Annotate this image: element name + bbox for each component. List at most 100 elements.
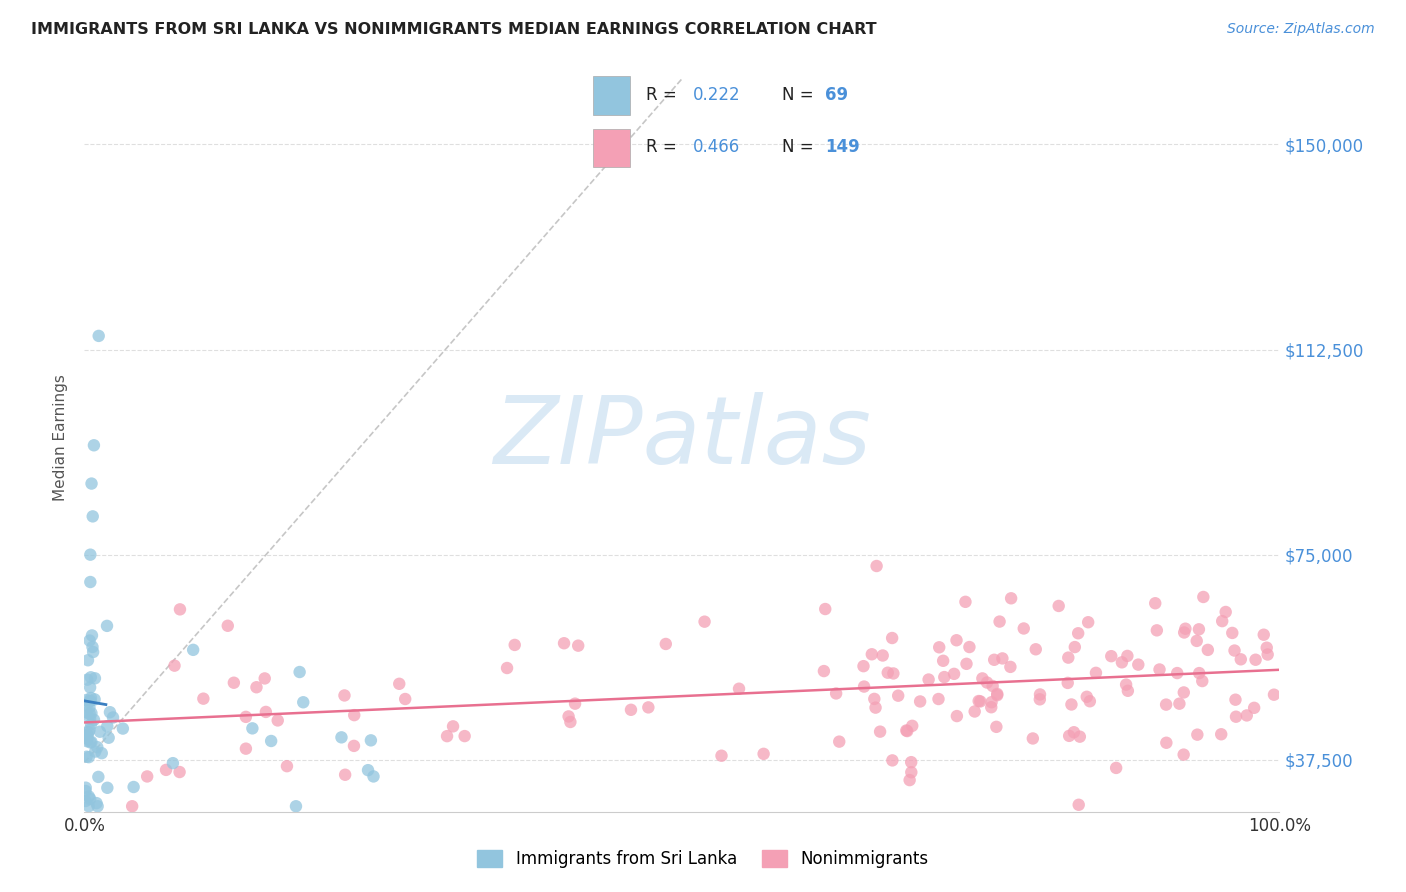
Point [155, 763, 177, 777]
Point [637, 700, 659, 714]
Point [882, 631, 904, 645]
Point [76, 728, 98, 742]
Point [235, 710, 257, 724]
Point [980, 700, 1002, 714]
Point [896, 723, 918, 738]
Point [564, 697, 586, 711]
Point [260, 734, 283, 748]
Point [90, 746, 112, 760]
Point [1076, 690, 1098, 704]
Point [77, 653, 100, 667]
Point [193, 691, 215, 706]
Point [1063, 640, 1085, 654]
Point [1173, 625, 1195, 640]
Point [87, 770, 110, 784]
Point [620, 703, 643, 717]
Text: R =: R = [647, 86, 682, 103]
Point [79, 694, 101, 708]
Point [76, 693, 98, 707]
FancyBboxPatch shape [593, 77, 630, 114]
Point [276, 759, 298, 773]
Point [882, 753, 904, 767]
Point [96, 780, 118, 795]
Point [1191, 674, 1213, 689]
Point [76, 673, 98, 687]
Point [981, 679, 1004, 693]
Point [967, 694, 990, 708]
Point [82, 645, 104, 659]
Point [75, 784, 97, 798]
Point [84, 745, 107, 759]
Point [983, 653, 1005, 667]
Point [693, 615, 716, 629]
Point [441, 719, 464, 733]
Point [1067, 797, 1090, 812]
Point [436, 729, 458, 743]
Point [567, 639, 589, 653]
Point [853, 680, 876, 694]
Point [1012, 622, 1035, 636]
Point [75, 729, 97, 743]
Point [86, 799, 108, 814]
Point [363, 769, 385, 783]
Point [98, 705, 121, 719]
Text: 69: 69 [825, 86, 848, 103]
Text: ZIPatlas: ZIPatlas [494, 392, 870, 483]
Point [169, 602, 191, 616]
Point [814, 602, 837, 616]
Point [869, 724, 891, 739]
Point [75, 794, 97, 808]
Point [1173, 747, 1195, 762]
Point [1105, 761, 1128, 775]
Point [1215, 605, 1237, 619]
Y-axis label: Median Earnings: Median Earnings [52, 374, 67, 500]
Point [87, 329, 110, 343]
Point [80, 717, 103, 731]
Point [1144, 596, 1167, 610]
Point [1188, 623, 1211, 637]
Point [1168, 697, 1191, 711]
Point [80, 690, 103, 705]
Point [876, 665, 898, 680]
Point [1174, 622, 1197, 636]
Point [1146, 624, 1168, 638]
Point [330, 731, 353, 745]
Point [79, 681, 101, 695]
Point [946, 709, 969, 723]
Point [655, 637, 678, 651]
Point [1022, 731, 1045, 746]
Point [1243, 701, 1265, 715]
Point [896, 724, 918, 739]
Point [560, 714, 582, 729]
Point [267, 714, 290, 728]
Point [79, 574, 101, 589]
Point [1253, 628, 1275, 642]
Point [1211, 614, 1233, 628]
Point [972, 672, 994, 686]
Point [1257, 648, 1279, 662]
Point [927, 692, 949, 706]
Point [83, 713, 105, 727]
Point [1056, 676, 1078, 690]
Point [1256, 640, 1278, 655]
Point [1000, 660, 1022, 674]
Point [955, 657, 977, 671]
Point [1166, 666, 1188, 681]
Point [860, 647, 883, 661]
Point [1230, 652, 1253, 666]
Point [357, 763, 380, 777]
Point [882, 666, 904, 681]
Point [343, 708, 366, 723]
Point [852, 659, 875, 673]
Point [496, 661, 519, 675]
Point [1000, 591, 1022, 606]
Point [991, 651, 1014, 665]
Point [1154, 698, 1177, 712]
Point [79, 548, 101, 562]
Point [79, 735, 101, 749]
Point [245, 680, 267, 694]
Point [97, 731, 120, 745]
Point [343, 739, 366, 753]
Point [976, 675, 998, 690]
Point [986, 687, 1008, 701]
